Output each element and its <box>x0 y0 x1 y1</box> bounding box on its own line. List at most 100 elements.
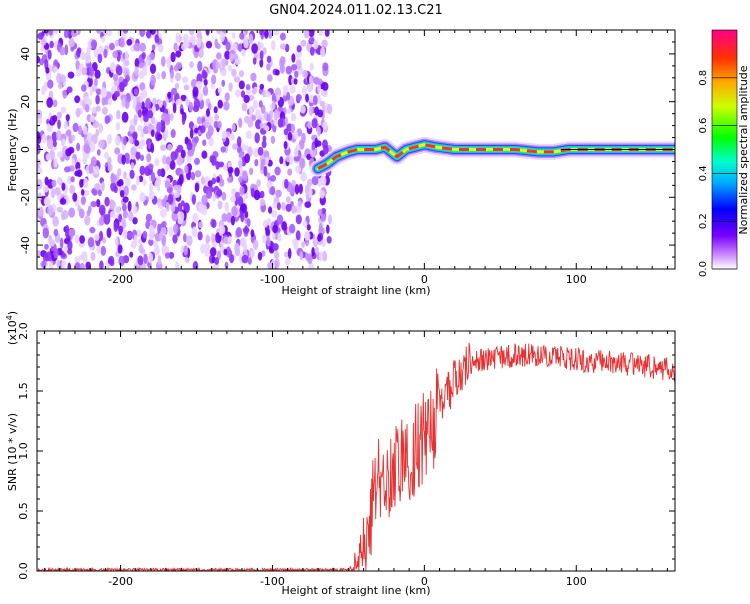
noise-speck <box>115 65 123 76</box>
noise-speck <box>81 84 87 92</box>
noise-speck <box>95 128 100 137</box>
noise-speck <box>201 69 207 79</box>
noise-speck <box>47 79 54 89</box>
noise-speck <box>53 157 58 168</box>
x-tick-label: -100 <box>260 575 285 588</box>
noise-speck <box>196 30 202 40</box>
noise-speck <box>196 116 202 125</box>
noise-speck <box>37 192 42 201</box>
noise-speck <box>37 159 42 167</box>
noise-speck <box>156 133 163 141</box>
noise-speck <box>175 261 180 269</box>
bottom-x-axis: -200 -100 0 100 <box>44 331 668 588</box>
noise-speck <box>90 141 96 153</box>
noise-speck <box>115 121 121 131</box>
noise-speck <box>285 65 292 75</box>
noise-speck <box>238 176 243 183</box>
noise-speck <box>164 180 170 189</box>
noise-speck <box>216 189 223 197</box>
noise-speck <box>209 247 217 257</box>
noise-speck <box>69 184 76 195</box>
noise-speck <box>262 135 267 142</box>
noise-speck <box>296 45 302 53</box>
noise-speck <box>275 189 282 198</box>
noise-speck <box>128 211 134 222</box>
noise-speck <box>89 66 94 77</box>
noise-speck <box>186 235 193 247</box>
noise-speck <box>49 238 55 247</box>
noise-speck <box>270 135 276 144</box>
noise-speck <box>51 131 58 142</box>
noise-speck <box>133 114 138 126</box>
noise-speck <box>113 90 120 98</box>
noise-speck <box>68 207 76 218</box>
noise-speck <box>300 39 307 47</box>
noise-speck <box>220 146 226 153</box>
noise-speck <box>203 78 208 86</box>
noise-speck <box>72 122 79 133</box>
noise-speck <box>70 134 76 142</box>
noise-speck <box>231 206 238 217</box>
noise-speck <box>95 88 102 95</box>
x-tick-label: -100 <box>260 273 285 286</box>
noise-speck <box>212 264 217 269</box>
noise-speck <box>90 39 98 49</box>
noise-speck <box>272 243 279 251</box>
noise-speck <box>52 99 58 108</box>
noise-speck <box>137 109 142 118</box>
noise-speck <box>314 76 319 85</box>
y-multiplier-base: (x10 <box>6 320 19 345</box>
noise-speck <box>148 238 154 247</box>
noise-speck <box>67 146 75 154</box>
noise-speck <box>190 78 198 89</box>
noise-speck <box>79 235 85 244</box>
noise-speck <box>251 88 257 95</box>
noise-speck <box>129 169 135 179</box>
y-multiplier-exp: 4 <box>5 315 14 320</box>
noise-speck <box>98 216 105 226</box>
noise-speck <box>251 114 257 121</box>
y-tick-label: 40 <box>19 47 32 61</box>
noise-speck <box>57 151 64 158</box>
noise-speck <box>319 100 326 107</box>
noise-speck <box>59 237 64 249</box>
noise-speck <box>290 112 297 122</box>
noise-speck <box>304 231 311 241</box>
noise-speck <box>250 72 257 82</box>
noise-speck <box>37 167 43 175</box>
noise-speck <box>224 50 231 60</box>
noise-speck <box>107 133 112 145</box>
noise-speck <box>314 246 319 254</box>
noise-speck <box>192 213 199 223</box>
noise-speck <box>176 184 182 194</box>
noise-speck <box>175 50 182 58</box>
noise-speck <box>181 76 189 84</box>
noise-speck <box>185 97 190 106</box>
noise-speck <box>235 89 241 98</box>
noise-speck <box>231 68 237 78</box>
noise-speck <box>223 248 228 256</box>
noise-speck <box>304 30 310 39</box>
noise-speck <box>266 236 271 247</box>
noise-speck <box>259 198 266 207</box>
noise-speck <box>217 87 222 94</box>
noise-speck <box>211 233 216 244</box>
noise-speck <box>204 242 211 249</box>
noise-speck <box>126 38 133 46</box>
noise-speck <box>98 204 106 216</box>
colorbar-gradient <box>711 29 738 270</box>
noise-speck <box>245 130 252 140</box>
noise-speck <box>208 116 214 125</box>
noise-speck <box>285 203 292 212</box>
noise-speck <box>221 191 227 201</box>
noise-speck <box>46 97 54 108</box>
noise-speck <box>37 55 41 64</box>
noise-speck <box>64 44 69 56</box>
noise-speck <box>230 195 237 203</box>
noise-speck <box>114 147 121 155</box>
noise-speck <box>300 105 306 114</box>
y-tick-label: -40 <box>19 236 32 254</box>
noise-speck <box>71 30 78 38</box>
noise-speck <box>157 223 161 234</box>
